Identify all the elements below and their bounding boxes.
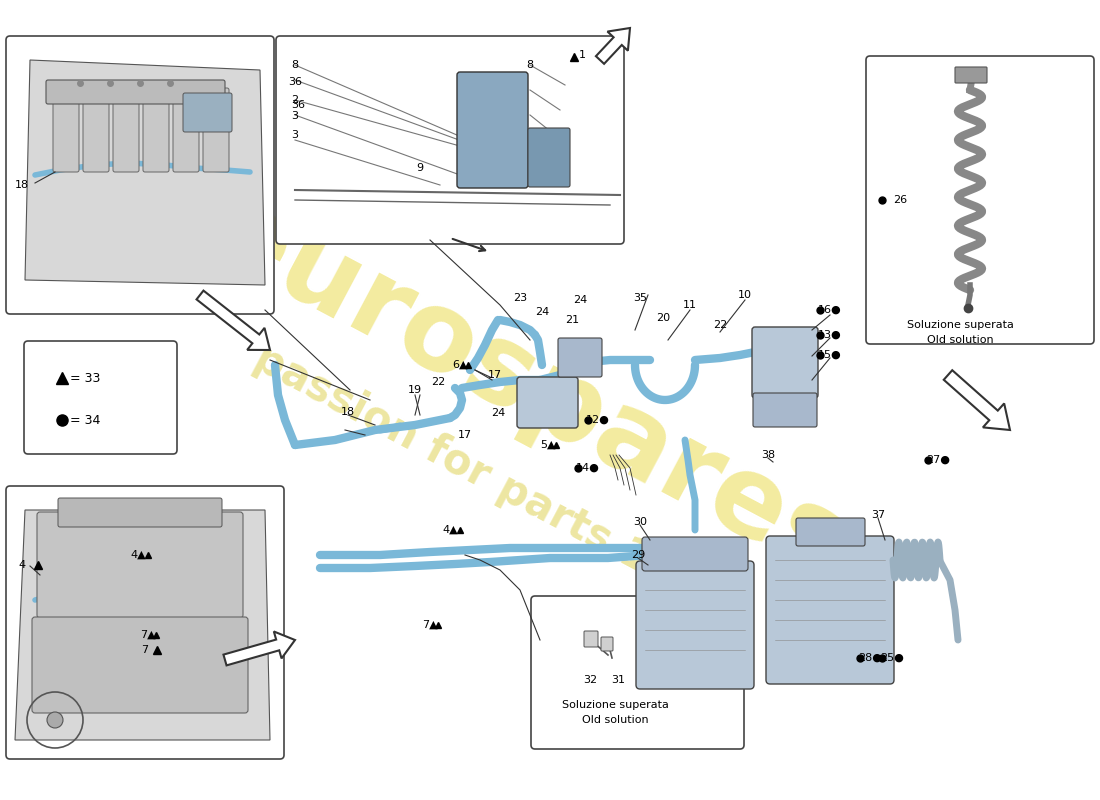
Text: 14●: 14● <box>576 463 600 473</box>
FancyBboxPatch shape <box>53 88 79 172</box>
Text: 12●: 12● <box>586 415 609 425</box>
FancyBboxPatch shape <box>955 67 987 83</box>
Text: 31: 31 <box>610 675 625 685</box>
Text: 37: 37 <box>871 510 886 520</box>
Text: 20: 20 <box>656 313 670 323</box>
FancyBboxPatch shape <box>642 537 748 571</box>
Text: 32: 32 <box>583 675 597 685</box>
Text: Old solution: Old solution <box>582 715 648 725</box>
Text: Soluzione superata: Soluzione superata <box>562 700 669 710</box>
Text: 8: 8 <box>292 60 298 70</box>
Text: 16●: 16● <box>818 305 842 315</box>
Text: 13●: 13● <box>818 330 842 340</box>
Text: 28●: 28● <box>858 653 882 663</box>
Text: 4: 4 <box>19 560 25 570</box>
FancyBboxPatch shape <box>276 36 624 244</box>
FancyBboxPatch shape <box>143 88 169 172</box>
Text: eurospares: eurospares <box>195 178 866 602</box>
Text: 30: 30 <box>632 517 647 527</box>
Text: 22: 22 <box>431 377 446 387</box>
Text: 4▲: 4▲ <box>442 525 458 535</box>
Text: 3: 3 <box>292 111 298 121</box>
Text: 21: 21 <box>565 315 579 325</box>
Text: 36: 36 <box>288 77 302 87</box>
FancyBboxPatch shape <box>796 518 865 546</box>
Text: 24: 24 <box>573 295 587 305</box>
Polygon shape <box>25 60 265 285</box>
Text: 18: 18 <box>341 407 355 417</box>
Text: = 34: = 34 <box>70 414 100 426</box>
Text: = 33: = 33 <box>70 371 100 385</box>
FancyBboxPatch shape <box>24 341 177 454</box>
Text: 22: 22 <box>713 320 727 330</box>
Text: 8: 8 <box>527 60 534 70</box>
FancyBboxPatch shape <box>6 36 274 314</box>
Text: Soluzione superata: Soluzione superata <box>906 320 1013 330</box>
Text: 9: 9 <box>417 163 424 173</box>
Text: 23: 23 <box>513 293 527 303</box>
Text: 10: 10 <box>738 290 752 300</box>
Text: 15●: 15● <box>818 350 842 360</box>
Text: 7: 7 <box>142 645 148 655</box>
FancyBboxPatch shape <box>32 617 248 713</box>
Text: 36: 36 <box>292 100 305 110</box>
FancyBboxPatch shape <box>517 377 578 428</box>
FancyBboxPatch shape <box>6 486 284 759</box>
FancyBboxPatch shape <box>204 88 229 172</box>
Text: 17: 17 <box>458 430 472 440</box>
Text: 26: 26 <box>893 195 907 205</box>
FancyBboxPatch shape <box>456 72 528 188</box>
Text: 29: 29 <box>631 550 645 560</box>
Text: 24: 24 <box>535 307 549 317</box>
FancyBboxPatch shape <box>584 631 598 647</box>
Text: 5▲: 5▲ <box>540 440 556 450</box>
Text: 11: 11 <box>683 300 697 310</box>
Polygon shape <box>15 510 270 740</box>
FancyBboxPatch shape <box>866 56 1094 344</box>
Text: 18: 18 <box>15 180 29 190</box>
Text: 2: 2 <box>292 95 298 105</box>
FancyBboxPatch shape <box>766 536 894 684</box>
Text: 17: 17 <box>488 370 502 380</box>
Polygon shape <box>596 28 630 64</box>
Text: 25●: 25● <box>880 653 904 663</box>
Circle shape <box>47 712 63 728</box>
Text: passion for parts 1985: passion for parts 1985 <box>246 338 734 622</box>
FancyBboxPatch shape <box>601 637 613 651</box>
FancyBboxPatch shape <box>46 80 226 104</box>
Polygon shape <box>223 631 295 666</box>
Text: 19: 19 <box>408 385 422 395</box>
Text: 6▲: 6▲ <box>452 360 468 370</box>
Text: 7▲: 7▲ <box>422 620 438 630</box>
Text: 4▲: 4▲ <box>130 550 146 560</box>
FancyBboxPatch shape <box>58 498 222 527</box>
Text: 35: 35 <box>632 293 647 303</box>
FancyBboxPatch shape <box>754 393 817 427</box>
Text: 38: 38 <box>761 450 776 460</box>
Polygon shape <box>197 290 270 350</box>
FancyBboxPatch shape <box>37 512 243 618</box>
FancyBboxPatch shape <box>636 561 754 689</box>
Text: 1: 1 <box>579 50 585 60</box>
Text: 24: 24 <box>491 408 505 418</box>
FancyBboxPatch shape <box>173 88 199 172</box>
Text: Old solution: Old solution <box>926 335 993 345</box>
Text: 3: 3 <box>292 130 298 140</box>
FancyBboxPatch shape <box>752 327 818 398</box>
FancyBboxPatch shape <box>558 338 602 377</box>
Text: 27●: 27● <box>926 455 950 465</box>
FancyBboxPatch shape <box>82 88 109 172</box>
FancyBboxPatch shape <box>531 596 744 749</box>
FancyBboxPatch shape <box>183 93 232 132</box>
FancyBboxPatch shape <box>113 88 139 172</box>
Text: 7▲: 7▲ <box>140 630 156 640</box>
FancyBboxPatch shape <box>528 128 570 187</box>
Polygon shape <box>944 370 1010 430</box>
